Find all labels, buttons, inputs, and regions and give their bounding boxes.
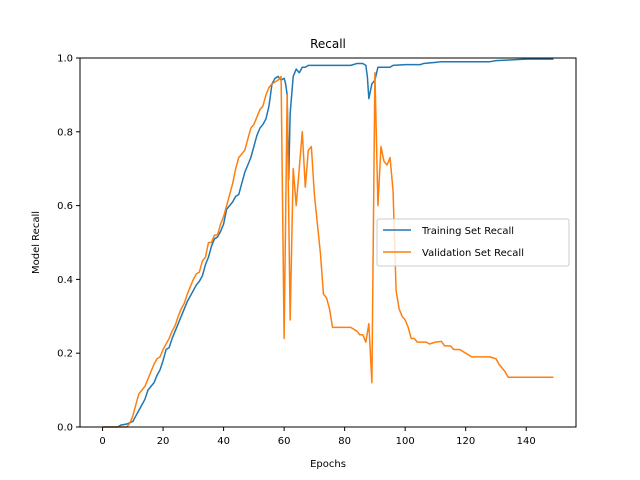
plot-frame [79,57,577,428]
x-tick-label: 0 [99,436,105,447]
x-tick-label: 60 [278,436,291,447]
validation-recall-line [102,72,554,428]
y-tick-label: 1.0 [57,54,73,65]
series-lines [102,58,554,428]
legend-label-training: Training Set Recall [421,226,514,237]
legend-label-validation: Validation Set Recall [422,248,524,259]
y-tick-label: 0.6 [57,201,73,212]
x-tick-label: 80 [338,436,351,447]
chart-title: Recall [310,37,346,51]
x-tick-label: 40 [217,436,230,447]
y-tick-label: 0.2 [57,349,73,360]
x-tick-label: 140 [517,436,536,447]
y-tick-label: 0.4 [57,275,73,286]
legend-box [376,218,570,267]
x-tick-label: 100 [396,436,415,447]
y-axis: 0.0 0.2 0.4 0.6 0.8 1.0 [57,54,80,434]
x-axis: 0 20 40 60 80 100 120 140 [99,427,536,447]
y-tick-label: 0.0 [57,423,73,434]
y-tick-label: 0.8 [57,127,73,138]
legend: Training Set Recall Validation Set Recal… [376,218,570,267]
y-axis-label: Model Recall [31,211,42,274]
x-axis-label: Epochs [310,459,346,470]
x-tick-label: 20 [157,436,170,447]
x-tick-label: 120 [456,436,475,447]
